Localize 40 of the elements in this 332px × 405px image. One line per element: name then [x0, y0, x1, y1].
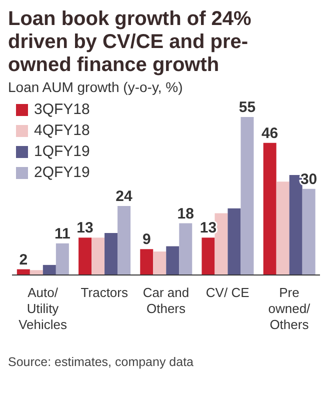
bar — [179, 223, 192, 275]
legend-label: 3QFY18 — [34, 100, 90, 120]
data-label: 2 — [19, 251, 28, 268]
source-note: Source: estimates, company data — [8, 355, 195, 369]
data-label: 11 — [54, 225, 70, 242]
bar — [56, 243, 69, 275]
bar — [228, 208, 241, 275]
data-label: 46 — [261, 124, 278, 142]
bar — [202, 238, 215, 275]
bar — [276, 182, 290, 275]
x-tick-label: Car and Others — [142, 285, 190, 316]
x-tick-label: Auto/ Utility Vehicles — [18, 285, 68, 332]
bar — [42, 264, 56, 275]
data-label: 13 — [200, 220, 217, 237]
bar — [214, 213, 228, 275]
bar — [153, 251, 166, 275]
chart-title: Loan book growth of 24% driven by CV/CE and pre-owned finance growth — [8, 8, 252, 77]
bar — [30, 270, 43, 275]
data-label: 24 — [116, 188, 134, 206]
legend-label: 1QFY19 — [34, 142, 90, 162]
bar — [118, 206, 131, 275]
legend-label: 4QFY18 — [34, 121, 90, 141]
bar — [104, 233, 118, 275]
bar — [92, 238, 105, 275]
bar — [263, 142, 276, 275]
bar — [78, 238, 92, 275]
bar — [140, 249, 154, 275]
data-label: 55 — [238, 99, 256, 116]
x-tick-label: Tractors — [80, 285, 128, 300]
data-label: 18 — [177, 205, 194, 222]
bar — [166, 246, 180, 275]
bar — [289, 175, 302, 275]
chart-subtitle: Loan AUM growth (y-o-y, %) — [8, 79, 184, 95]
data-label: 13 — [76, 220, 94, 237]
x-tick-label: CV/ CE — [206, 285, 250, 300]
data-label: 9 — [142, 231, 151, 248]
bar — [240, 117, 254, 275]
legend-label: 2QFY19 — [34, 163, 90, 183]
x-tick-label: Pre owned/ Others — [268, 285, 311, 332]
bar — [302, 188, 316, 275]
